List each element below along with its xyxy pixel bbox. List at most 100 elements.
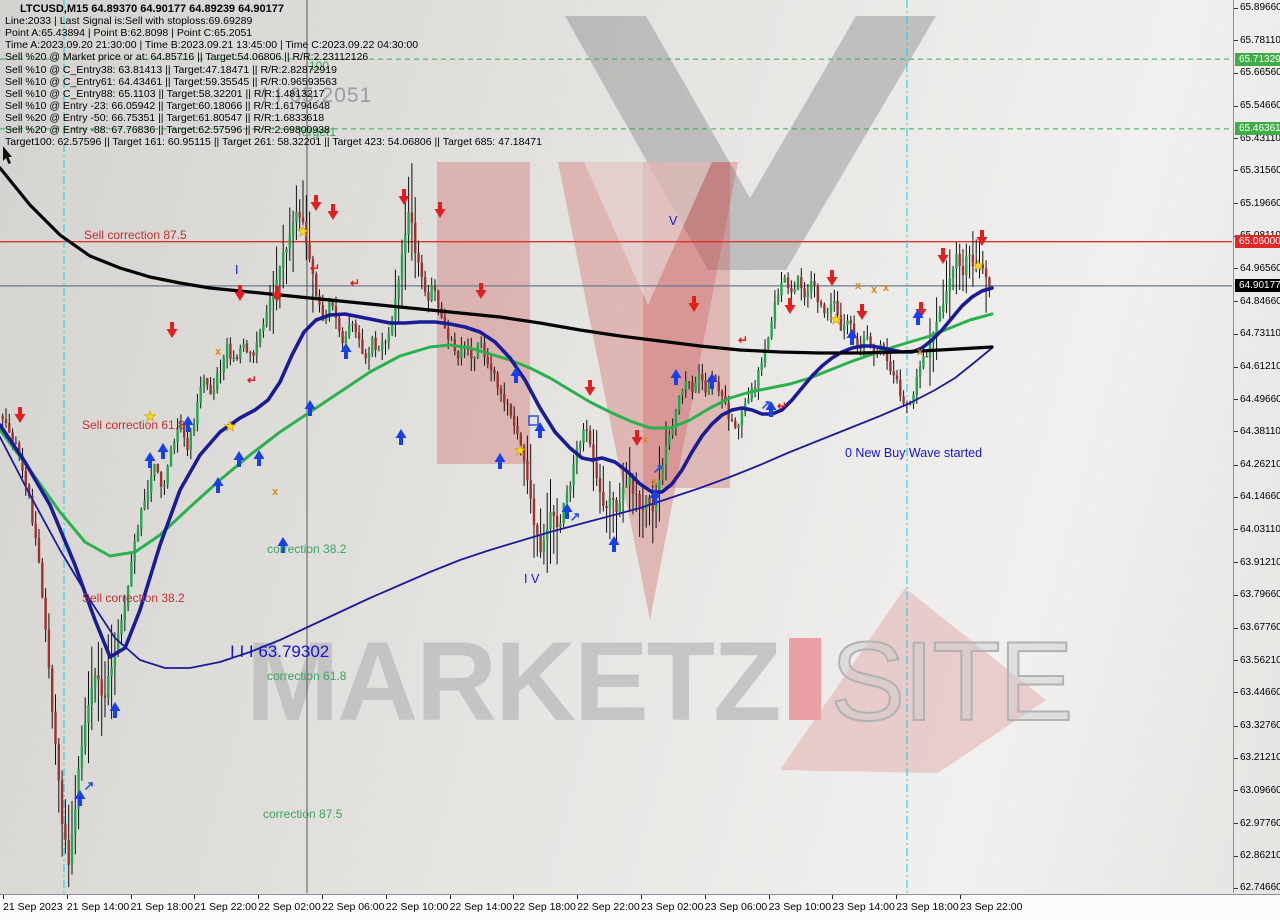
price-tick-label: 65.89660	[1240, 2, 1280, 14]
price-tick-label: 63.44660	[1240, 686, 1280, 698]
chart-canvas[interactable]: MARKETZ SITE ★ ★ ★ ★ ★ ★ x x x x x x x x ↵ ↵ ↵ ↵ ↵ ↗ ↗ ↗ ↗ LTC…	[0, 0, 1232, 893]
price-tick-label: 63.09660	[1240, 784, 1280, 796]
price-tick-label: 65.19660	[1240, 197, 1280, 209]
time-tick-label: 23 Sep 22:00	[960, 901, 1023, 913]
up-right-arrow-icon: ↗	[653, 461, 664, 476]
price-tick-mark	[1234, 431, 1238, 433]
buy-arrow-icon	[706, 373, 718, 389]
star-icon: ★	[144, 409, 157, 425]
price-axis[interactable]: 65.89660 65.78110 65.66560 65.54660 65.43110…	[1233, 0, 1280, 893]
ma-fast-navy-thick	[0, 286, 994, 659]
annotation-label: I I I 63.79302	[230, 642, 330, 661]
indicator-info-line: Sell %20 @ Entry -88: 67.76836 || Target…	[5, 124, 330, 136]
price-tick-mark	[1234, 138, 1238, 139]
star-icon: ★	[514, 443, 527, 459]
watermark-pink-triangle	[780, 588, 1046, 773]
buy-arrow-icon	[670, 369, 682, 385]
time-tick-mark	[130, 895, 132, 899]
watermark-suffix: SITE	[829, 619, 1074, 744]
star-icon: ★	[224, 419, 237, 435]
buy-arrow-icon	[561, 503, 573, 519]
price-tick-label: 65.31560	[1240, 164, 1280, 176]
time-tick-mark	[449, 895, 451, 899]
annotation-label: Sell correction 61.8	[82, 418, 185, 432]
price-tick-mark	[1234, 496, 1238, 498]
sell-arrow-icon	[14, 407, 26, 423]
price-tick-label: 62.97760	[1240, 817, 1280, 829]
price-tick-label: 64.26210	[1240, 459, 1280, 470]
chart-title-ohlc: LTCUSD,M15 64.89370 64.90177 64.89239 64…	[20, 3, 284, 15]
time-tick-label: 22 Sep 06:00	[322, 901, 385, 913]
indicator-info-line: Time A:2023.09.20 21:30:00 | Time B:2023…	[5, 39, 419, 52]
sell-arrow-icon	[915, 302, 927, 318]
annotation-label: correction 61.8	[267, 669, 347, 683]
price-tick-label: 65.43110	[1240, 132, 1280, 144]
sell-retrace-icon: ↵	[777, 399, 787, 413]
time-tick-label: 23 Sep 02:00	[641, 901, 704, 913]
price-tick-label: 64.03110	[1240, 523, 1280, 535]
ma-black	[0, 166, 994, 355]
price-tick-mark	[1234, 105, 1238, 107]
indicator-info-line: Sell %20 @ Entry -50: 66.75351 || Target…	[5, 111, 325, 124]
time-axis[interactable]: 21 Sep 2023 21 Sep 14:00 21 Sep 18:00 21 Se…	[0, 894, 1280, 920]
price-tick-mark	[1234, 399, 1238, 400]
buy-arrow-icon	[649, 489, 661, 505]
time-tick-mark	[513, 895, 515, 899]
buy-arrow-icon	[395, 429, 407, 445]
ma-slow-navy-thin	[0, 347, 993, 669]
price-tick-label: 62.86210	[1240, 850, 1280, 862]
price-tick-mark	[1234, 464, 1238, 466]
price-tick-label: 64.38110	[1240, 425, 1280, 437]
time-tick-label: 22 Sep 14:00	[449, 901, 513, 913]
annotation-label: 0 New Buy Wave started	[845, 446, 983, 460]
mouse-cursor	[3, 146, 12, 164]
price-tick-label: 63.91210	[1240, 556, 1280, 568]
star-icon: ★	[830, 312, 843, 328]
annotation-label: I I 65.2051	[262, 84, 373, 107]
time-tick-label: 21 Sep 22:00	[194, 901, 257, 913]
indicator-info-line: Point A:65.43894 | Point B:62.8098 | Poi…	[5, 27, 253, 40]
time-tick-label: 23 Sep 18:00	[896, 901, 959, 913]
time-tick-mark	[194, 895, 196, 899]
indicator-info-line: Sell %20 @ Market price or at: 64.85716 …	[5, 51, 369, 64]
annotation-label: correction 38.2	[267, 542, 347, 556]
price-tick-mark	[1234, 887, 1238, 889]
time-tick-mark	[577, 895, 579, 899]
time-tick-mark	[258, 895, 260, 899]
price-tick-label: 64.49660	[1240, 393, 1280, 405]
time-tick-mark	[960, 895, 961, 899]
price-tick-label: 65.66560	[1240, 67, 1280, 78]
time-tick-mark	[66, 895, 68, 899]
buy-arrow-icon	[340, 343, 352, 359]
annotation-label: 100	[309, 59, 330, 73]
time-tick-mark	[3, 895, 4, 899]
price-tick-label: 64.73110	[1240, 328, 1280, 339]
price-tick-label: 65.54660	[1240, 100, 1280, 112]
sell-arrow-icon	[976, 230, 988, 246]
time-tick-label: 22 Sep 10:00	[385, 901, 449, 913]
price-tick-label: 64.84660	[1240, 295, 1280, 307]
price-tick-label: 63.32760	[1240, 720, 1280, 731]
time-tick-label: 22 Sep 02:00	[258, 901, 321, 913]
sell-arrow-icon	[584, 380, 596, 396]
indicator-info-line: Sell %10 @ C_Entry88: 65.1103 || Target:…	[5, 87, 325, 100]
sell-arrow-icon	[310, 195, 322, 211]
annotation-label: I	[235, 263, 239, 277]
up-right-arrow-icon: ↗	[84, 778, 95, 793]
sell-arrow-icon	[937, 248, 949, 264]
price-tick-label: 64.61210	[1240, 361, 1280, 373]
time-tick-label: 23 Sep 06:00	[704, 901, 768, 913]
price-tick-mark	[1234, 725, 1238, 727]
price-tick-label: 65.78110	[1240, 34, 1280, 46]
current-price-box: 64.90177	[1235, 279, 1280, 293]
x-mark-icon: x	[651, 476, 658, 488]
buy-arrow-icon	[534, 422, 546, 438]
price-tick-mark	[1234, 7, 1238, 9]
chart-annotations: Sell correction 87.5 Sell correction 61.8…	[82, 59, 983, 821]
price-tick-mark	[1234, 562, 1238, 564]
sell-arrow-icon	[398, 189, 410, 205]
price-tick-mark	[1234, 823, 1238, 825]
indicator-info-line: Sell %10 @ Entry -23: 66.05942 || Target…	[5, 99, 330, 112]
price-tick-label: 63.21210	[1240, 752, 1280, 764]
